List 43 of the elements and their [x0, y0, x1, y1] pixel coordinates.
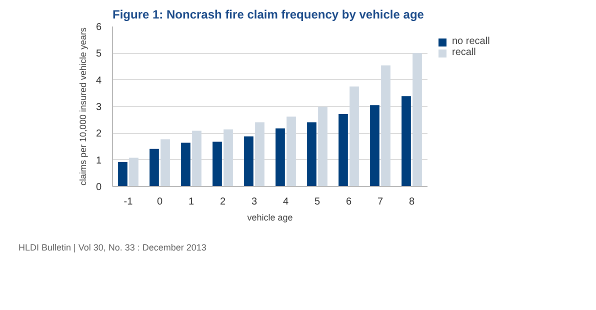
x-tick-label: 4 — [282, 196, 289, 208]
bar — [412, 53, 422, 186]
y-tick-label: 1 — [96, 155, 102, 166]
bar — [160, 139, 170, 186]
legend-label: no recall — [452, 36, 490, 47]
y-tick-label: 5 — [96, 48, 102, 60]
bar — [338, 114, 348, 186]
x-tick-label: 8 — [408, 196, 415, 208]
bar — [381, 65, 390, 186]
y-tick-label: 2 — [96, 128, 102, 140]
x-tick-label: 6 — [346, 196, 352, 208]
y-tick-label: 0 — [96, 182, 102, 193]
bar — [350, 86, 359, 186]
bar — [224, 129, 233, 186]
x-tick-label: 0 — [156, 196, 163, 208]
bar — [181, 142, 190, 186]
bar — [402, 96, 411, 186]
text: HLDI Bulletin | Vol 30, No. 33 : December 2013 — [18, 242, 206, 252]
bar — [307, 122, 316, 186]
bar — [212, 142, 222, 186]
bar — [318, 106, 328, 186]
bar — [255, 122, 264, 186]
y-tick-label: 6 — [96, 22, 102, 33]
x-tick-label: -1 — [124, 196, 134, 208]
bar — [118, 162, 128, 186]
x-tick-label: 7 — [377, 196, 384, 208]
bar — [150, 148, 159, 186]
chart-title: Figure 1: Noncrash fire claim frequency by vehicle age — [112, 8, 424, 22]
legend-label: recall — [452, 47, 476, 58]
x-tick-label: 5 — [314, 196, 320, 208]
x-tick-label: 3 — [251, 196, 258, 208]
y-tick-label: 3 — [96, 102, 102, 113]
x-tick-label: 2 — [220, 196, 226, 208]
y-axis-title: claims per 10,000 insured vehicle years — [78, 26, 88, 186]
y-tick-label: 4 — [96, 75, 102, 86]
bar — [276, 128, 285, 186]
bar — [244, 136, 254, 186]
x-axis-title: vehicle age — [247, 212, 293, 222]
x-tick-label: 1 — [188, 196, 194, 208]
bar — [192, 130, 202, 186]
bar — [129, 158, 138, 186]
bar — [286, 116, 296, 186]
bar — [370, 105, 380, 186]
